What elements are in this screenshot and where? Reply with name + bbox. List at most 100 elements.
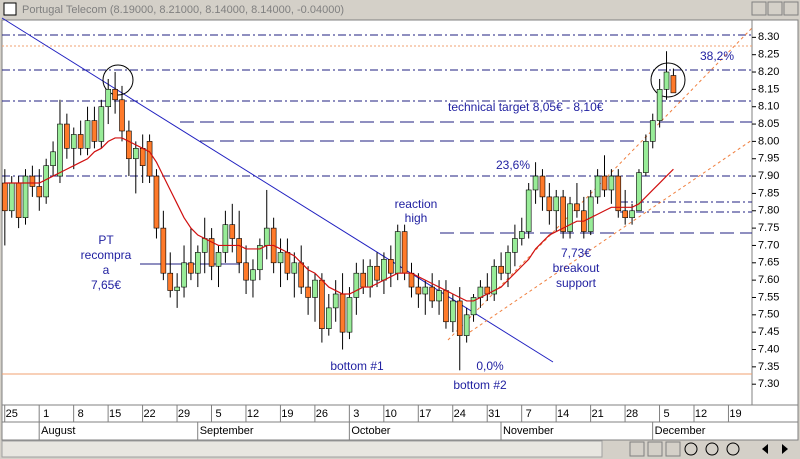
- candle-body: [339, 293, 346, 333]
- window-icon[interactable]: [3, 2, 17, 16]
- candle-body: [188, 262, 194, 274]
- candle-body: [105, 89, 112, 108]
- scroll-button[interactable]: [647, 441, 663, 457]
- y-tick-label: 7.95: [758, 153, 779, 165]
- candle-body: [560, 196, 566, 232]
- month-label: October: [351, 425, 390, 437]
- candle-body: [470, 297, 477, 316]
- candle-body: [112, 89, 118, 101]
- y-tick-label: 7.30: [758, 378, 779, 390]
- scroll-track[interactable]: [1, 440, 603, 458]
- candle-body: [670, 75, 677, 94]
- zoom-in-button[interactable]: [726, 442, 740, 456]
- annotation: bottom #1: [330, 359, 384, 373]
- price-axis-area: [751, 19, 799, 406]
- scroll-right-button[interactable]: [782, 444, 788, 454]
- zoom-out-button[interactable]: [684, 442, 698, 456]
- candle-body: [91, 120, 98, 142]
- x-tick-label: 15: [109, 408, 121, 420]
- minimize-button[interactable]: [751, 1, 767, 16]
- candle-body: [649, 120, 656, 142]
- candle-body: [608, 175, 615, 191]
- scroll-left-button[interactable]: [762, 444, 768, 454]
- y-tick-label: 8.20: [758, 66, 779, 78]
- annotation: a: [103, 263, 110, 277]
- candle-body: [525, 189, 532, 232]
- candle-body: [84, 120, 91, 149]
- month-strip: [1, 421, 799, 441]
- candle-body: [298, 262, 305, 288]
- scroll-button[interactable]: [665, 441, 681, 457]
- annotation: recompra: [81, 248, 132, 262]
- candle-body: [153, 175, 160, 229]
- candle-body: [636, 172, 642, 212]
- candle-body: [539, 175, 546, 198]
- annotation: support: [556, 276, 597, 290]
- candle-body: [57, 123, 63, 177]
- maximize-button[interactable]: [767, 1, 783, 16]
- chart-title: Portugal Telecom (8.19000, 8.21000, 8.14…: [22, 4, 344, 16]
- y-tick-label: 8.30: [758, 31, 779, 43]
- candle-body: [215, 252, 222, 267]
- x-tick-label: 19: [281, 408, 293, 420]
- candle-body: [284, 252, 291, 274]
- candle-body: [656, 89, 663, 121]
- candle-body: [208, 238, 215, 267]
- x-tick-label: 10: [385, 408, 397, 420]
- candle-body: [381, 259, 387, 281]
- candle-body: [532, 175, 539, 191]
- candle-body: [263, 227, 270, 246]
- candle-body: [429, 286, 435, 302]
- y-tick-label: 8.00: [758, 135, 779, 147]
- y-tick-label: 7.40: [758, 343, 779, 355]
- annotations: 38,2% technical target 8,05€ - 8,10€ 23,…: [81, 49, 735, 392]
- candle-body: [643, 141, 649, 173]
- candle-body: [663, 71, 670, 90]
- close-button[interactable]: [783, 1, 799, 16]
- candle-body: [43, 165, 49, 198]
- candle-body: [422, 286, 429, 295]
- candle-body: [243, 262, 249, 281]
- x-tick-label: 12: [247, 408, 259, 420]
- x-tick-label: 31: [488, 408, 500, 420]
- annotation: PT: [98, 233, 114, 247]
- candle-body: [491, 265, 498, 295]
- candle-body: [229, 224, 236, 239]
- candle-body: [553, 196, 560, 212]
- candle-body: [629, 210, 635, 219]
- zoom-button[interactable]: [705, 442, 719, 456]
- y-tick-label: 7.45: [758, 326, 779, 338]
- x-tick-label: 3: [353, 408, 359, 420]
- x-tick-label: 26: [316, 408, 328, 420]
- y-tick-label: 7.65: [758, 257, 779, 269]
- candle-body: [222, 224, 229, 253]
- candle-body: [15, 182, 22, 219]
- candle-body: [443, 290, 449, 323]
- candle-body: [346, 297, 353, 333]
- date-strip: [1, 404, 799, 423]
- annotation: breakout: [553, 261, 600, 275]
- candle-body: [291, 262, 298, 274]
- scrollbar: [1, 440, 788, 458]
- candle-body: [332, 293, 339, 309]
- scroll-button[interactable]: [629, 441, 645, 457]
- x-tick-label: 7: [526, 408, 532, 420]
- candle-body: [70, 134, 77, 149]
- x-tick-label: 21: [591, 408, 603, 420]
- x-tick-label: 28: [626, 408, 638, 420]
- y-tick-label: 8.05: [758, 118, 779, 130]
- y-tick-label: 7.50: [758, 309, 779, 321]
- x-tick-label: 19: [729, 408, 741, 420]
- candle-body: [2, 182, 8, 212]
- y-tick-label: 8.15: [758, 83, 779, 95]
- candle-body: [622, 210, 628, 219]
- candle-body: [436, 290, 442, 302]
- candle-body: [139, 148, 146, 166]
- x-tick-label: 25: [6, 408, 18, 420]
- x-tick-label: 1: [43, 408, 49, 420]
- candle-body: [250, 269, 256, 281]
- candle-body: [477, 286, 484, 298]
- candle-body: [8, 182, 15, 212]
